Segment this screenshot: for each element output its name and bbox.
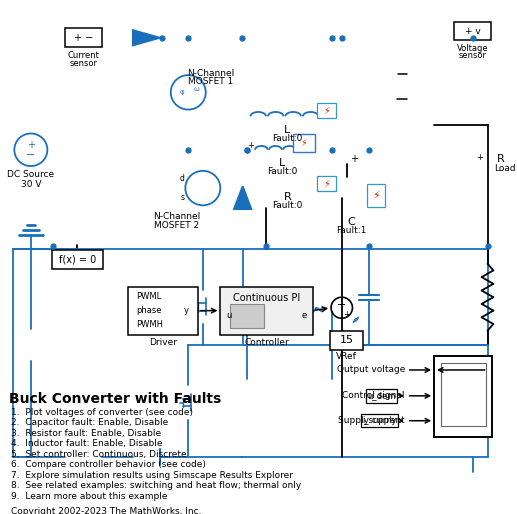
Text: 7.  Explore simulation results using Simscape Results Explorer: 7. Explore simulation results using Sims… — [11, 471, 294, 480]
Bar — [441, 363, 485, 426]
Text: Voltage: Voltage — [457, 44, 489, 53]
Bar — [52, 250, 103, 269]
Text: ⚡: ⚡ — [323, 178, 330, 188]
Text: ω: ω — [193, 85, 199, 91]
Bar — [316, 176, 336, 191]
Text: MOSFET 1: MOSFET 1 — [188, 77, 233, 86]
Text: + −: + − — [74, 33, 93, 43]
Text: +: + — [247, 141, 254, 151]
Text: y: y — [184, 306, 189, 315]
Text: N-Channel: N-Channel — [187, 69, 234, 78]
Text: 3.  Resistor fault: Enable, Disable: 3. Resistor fault: Enable, Disable — [11, 429, 161, 437]
Text: N-Channel: N-Channel — [153, 212, 200, 222]
Text: ⚡: ⚡ — [300, 138, 307, 148]
Text: d: d — [180, 174, 185, 183]
Text: Supply current: Supply current — [338, 416, 405, 425]
Text: MOSFET 2: MOSFET 2 — [154, 221, 199, 230]
Bar — [434, 356, 492, 437]
Text: L: L — [279, 158, 285, 168]
Text: VRef: VRef — [336, 352, 357, 361]
Text: s: s — [180, 193, 185, 202]
Text: φ: φ — [180, 89, 185, 95]
Text: 1.  Plot voltages of converter (see code): 1. Plot voltages of converter (see code) — [11, 408, 193, 417]
Text: Continuous PI: Continuous PI — [233, 293, 300, 303]
Text: sensor: sensor — [459, 51, 487, 61]
Text: u: u — [226, 311, 232, 320]
Text: 15: 15 — [340, 335, 354, 345]
Text: Buck Converter with Faults: Buck Converter with Faults — [9, 392, 222, 406]
Text: PWMH: PWMH — [136, 321, 163, 329]
Text: Load: Load — [494, 164, 516, 173]
Bar — [367, 184, 385, 207]
Text: R: R — [283, 192, 291, 201]
Bar — [366, 389, 397, 402]
Text: L: L — [284, 125, 291, 135]
Text: 6.  Compare controller behavior (see code): 6. Compare controller behavior (see code… — [11, 460, 206, 469]
Text: +: + — [27, 140, 35, 150]
Bar — [230, 304, 264, 328]
Bar — [65, 28, 102, 47]
Text: 4.  Inductor fault: Enable, Disable: 4. Inductor fault: Enable, Disable — [11, 439, 163, 448]
Text: −: − — [337, 300, 346, 310]
Text: sensor: sensor — [69, 59, 97, 68]
Text: 2.  Capacitor fault: Enable, Disable: 2. Capacitor fault: Enable, Disable — [11, 418, 169, 427]
Text: f(x) = 0: f(x) = 0 — [59, 255, 96, 265]
Polygon shape — [133, 30, 160, 45]
Text: Fault:0: Fault:0 — [267, 167, 298, 176]
Bar — [128, 287, 198, 335]
Text: +: + — [343, 310, 350, 319]
Text: Fault:0: Fault:0 — [272, 134, 302, 143]
Bar — [454, 23, 491, 40]
Text: 9.  Learn more about this example: 9. Learn more about this example — [11, 492, 168, 501]
Text: i_supply: i_supply — [362, 416, 397, 425]
Text: Fault:1: Fault:1 — [336, 226, 367, 235]
Text: Output voltage: Output voltage — [337, 365, 405, 375]
Text: Copyright 2002-2023 The MathWorks, Inc.: Copyright 2002-2023 The MathWorks, Inc. — [11, 507, 202, 514]
Text: Fault:0: Fault:0 — [272, 201, 302, 210]
Text: C: C — [347, 216, 355, 227]
Text: u_dem: u_dem — [368, 391, 396, 400]
Text: Controller: Controller — [244, 338, 289, 347]
Text: −: − — [26, 150, 36, 159]
Text: 8.  See related examples: switching and heat flow; thermal only: 8. See related examples: switching and h… — [11, 481, 301, 490]
Text: DC Source: DC Source — [7, 170, 54, 179]
Text: ⚡: ⚡ — [372, 191, 379, 201]
Text: PWML: PWML — [136, 292, 161, 301]
Text: phase: phase — [136, 306, 161, 315]
Text: + v: + v — [465, 27, 481, 35]
Text: 30 V: 30 V — [21, 180, 41, 189]
Text: R: R — [497, 154, 505, 164]
Bar — [316, 103, 336, 118]
Bar — [361, 414, 398, 428]
Bar — [220, 287, 313, 335]
Text: Current: Current — [67, 51, 99, 61]
Text: +: + — [351, 154, 358, 164]
Text: Driver: Driver — [149, 338, 177, 347]
Text: e: e — [301, 311, 307, 320]
Polygon shape — [234, 186, 251, 209]
Text: +: + — [476, 153, 483, 162]
Text: 5.  Set controller: Continuous, Discrete: 5. Set controller: Continuous, Discrete — [11, 450, 187, 458]
Text: Control signal: Control signal — [342, 391, 405, 400]
Text: ⚡: ⚡ — [323, 105, 330, 116]
Bar — [330, 331, 363, 350]
Bar — [293, 135, 314, 152]
